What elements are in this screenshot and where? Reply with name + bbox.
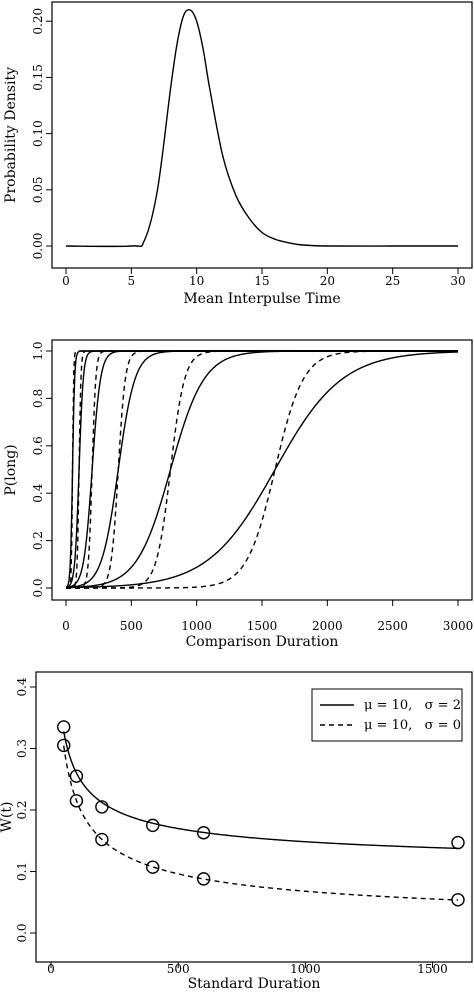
- y-tick-label: 0.4: [31, 483, 45, 502]
- x-tick-label: 2000: [312, 619, 343, 633]
- y-tick-label: 1.0: [31, 341, 45, 360]
- data-point: [451, 893, 465, 907]
- y-tick-label: 0.4: [15, 677, 29, 696]
- x-tick-label: 2500: [377, 619, 408, 633]
- x-tick-label: 10: [189, 274, 204, 288]
- x-tick-label: 0: [62, 274, 70, 288]
- legend-label: μ = 10, σ = 0: [364, 718, 461, 733]
- panel-1: 0 5 10 15 20 25 30 0.00 0.05 0.10 0.15 0.20 Mean Int…: [3, 1, 473, 307]
- legend-label: μ = 10, σ = 2: [364, 698, 461, 713]
- series-line-6: [65, 351, 459, 589]
- series-line-11: [66, 350, 458, 589]
- x-tick-label: 3000: [443, 619, 474, 633]
- y-tick-label: 0.3: [15, 739, 29, 758]
- y-tick-label: 0.1: [15, 862, 29, 881]
- x-tick-label: 25: [385, 274, 400, 288]
- x-tick-label: 20: [320, 274, 335, 288]
- x-tick-label: 0: [62, 619, 70, 633]
- data-point: [95, 832, 109, 847]
- x-tick-label: 30: [450, 274, 465, 288]
- data-point: [146, 860, 160, 874]
- x-axis-title: Mean Interpulse Time: [183, 291, 340, 307]
- y-tick-label: 0.2: [31, 531, 45, 550]
- y-axis-title: P(long): [3, 444, 19, 495]
- legend: μ = 10, σ = 2 μ = 10, σ = 0: [311, 688, 463, 742]
- x-tick-label: 1500: [247, 619, 278, 633]
- y-tick-label: 0.10: [31, 120, 45, 147]
- y-tick-label: 0.0: [15, 923, 29, 942]
- y-tick-label: 0.00: [31, 233, 45, 260]
- series-line-1: [63, 731, 459, 850]
- x-axis-title: Standard Duration: [188, 976, 321, 992]
- data-point: [69, 769, 84, 783]
- series-line-10: [66, 350, 458, 589]
- data-point: [451, 835, 465, 850]
- y-tick-label: 0.05: [31, 176, 45, 203]
- x-tick-label: 1000: [290, 962, 321, 976]
- x-axis-title: Comparison Duration: [186, 634, 339, 650]
- data-point: [196, 826, 211, 840]
- plot-frame: [51, 339, 473, 601]
- data-point: [146, 818, 160, 833]
- y-axis-title: W(t): [0, 802, 15, 833]
- x-tick-label: 500: [167, 962, 190, 976]
- data-point: [57, 738, 71, 753]
- panel-2: 0 500 1000 1500 2000 2500 3000 0.0 0.2 0.4 0.6 0.8 1…: [3, 339, 474, 650]
- y-tick-label: 0.20: [31, 8, 45, 35]
- x-tick-label: 5: [128, 274, 136, 288]
- series-line-12: [66, 350, 458, 589]
- data-point: [57, 720, 71, 734]
- series-line-2: [63, 745, 459, 901]
- x-tick-label: 1000: [181, 619, 212, 633]
- x-tick-label: 0: [47, 962, 55, 976]
- series-line-1: [65, 8, 458, 248]
- y-tick-label: 0.2: [15, 800, 29, 819]
- plot-frame: [51, 1, 473, 269]
- y-tick-label: 0.15: [31, 64, 45, 91]
- x-tick-label: 500: [120, 619, 143, 633]
- legend-box: [311, 688, 463, 742]
- data-point: [196, 872, 211, 886]
- y-tick-label: 0.6: [31, 436, 45, 455]
- y-axis-title: Probability Density: [3, 67, 19, 203]
- data-point: [69, 794, 84, 808]
- x-tick-label: 15: [254, 274, 269, 288]
- panel-3: 0 500 1000 1500 0.0 0.1 0.2 0.3 0.4 Standard Dura…: [0, 671, 473, 992]
- x-tick-label: 1500: [417, 962, 448, 976]
- y-tick-label: 0.8: [31, 389, 45, 408]
- y-tick-label: 0.0: [31, 578, 45, 597]
- data-point: [95, 800, 109, 814]
